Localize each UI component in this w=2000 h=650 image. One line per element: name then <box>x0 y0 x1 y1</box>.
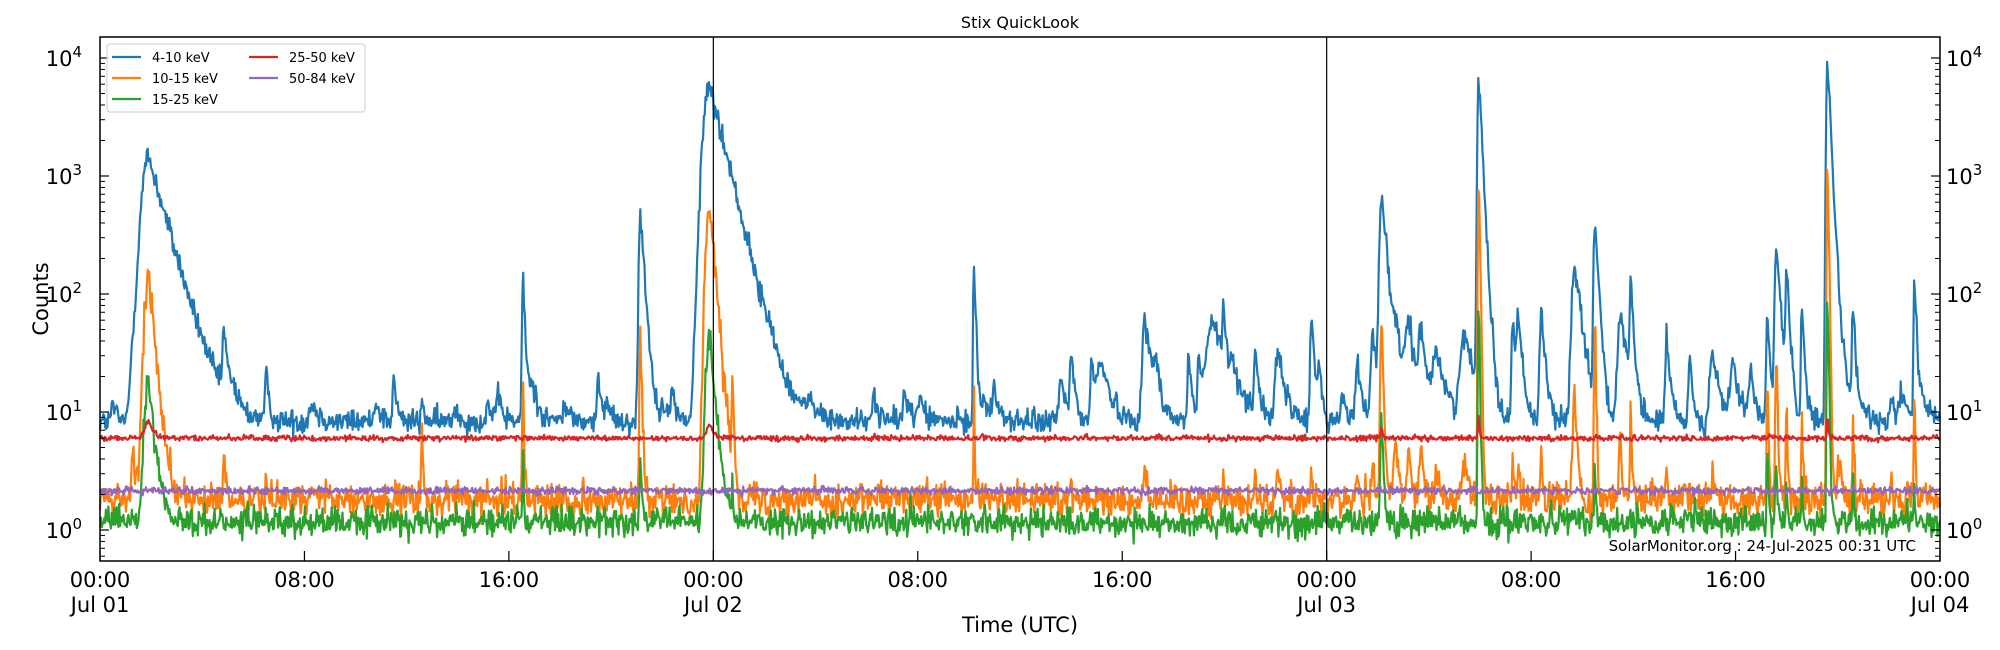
y-tick-label: 104 <box>1946 43 1982 71</box>
x-tick-label: 16:00 <box>479 568 540 592</box>
x-tick-label: 16:00 <box>1092 568 1153 592</box>
x-tick-label: 00:00 <box>1296 568 1357 592</box>
x-tick-date-label: Jul 03 <box>1295 593 1356 617</box>
x-tick-date-label: Jul 01 <box>69 593 130 617</box>
y-axis-label: Counts <box>29 262 53 335</box>
day-boundary-lines <box>712 37 1328 561</box>
y-tick-label: 104 <box>46 43 82 71</box>
legend-label: 50-84 keV <box>289 72 355 87</box>
y-tick-label: 101 <box>1946 397 1982 425</box>
y-tick-label: 102 <box>1946 279 1982 307</box>
legend-box <box>106 43 366 113</box>
x-tick-date-label: Jul 02 <box>682 593 743 617</box>
y-tick-label: 103 <box>46 161 82 189</box>
plot-series <box>98 60 1942 545</box>
legend-item: 50-84 keV <box>249 72 355 87</box>
x-tick-label: 00:00 <box>1910 568 1971 592</box>
legend-label: 10-15 keV <box>152 72 218 87</box>
y-axis-right: 100 101 102 103 104 <box>1931 43 1982 557</box>
legend-item: 25-50 keV <box>249 51 355 66</box>
y-tick-label: 100 <box>1946 515 1982 543</box>
x-tick-label: 16:00 <box>1705 568 1766 592</box>
legend-label: 4-10 keV <box>152 51 210 66</box>
y-axis-left: 100 101 102 103 104 <box>46 43 109 557</box>
legend-label: 25-50 keV <box>289 51 355 66</box>
legend: 4-10 keV 10-15 keV 15-25 keV 25-50 keV 50-84… <box>106 43 366 113</box>
series-line-15-25-kev <box>98 301 1942 545</box>
x-tick-label: 00:00 <box>70 568 131 592</box>
legend-label: 15-25 keV <box>152 93 218 108</box>
plot-frame <box>99 36 1941 562</box>
legend-item: 10-15 keV <box>112 72 218 87</box>
series-line-25-50-kev <box>98 414 1941 444</box>
y-tick-label: 101 <box>46 397 82 425</box>
x-axis-label: Time (UTC) <box>961 613 1078 637</box>
chart-title: Stix QuickLook <box>961 13 1080 32</box>
x-tick-label: 08:00 <box>274 568 335 592</box>
x-tick-date-label: Jul 04 <box>1909 593 1970 617</box>
x-tick-label: 08:00 <box>1501 568 1562 592</box>
legend-item: 15-25 keV <box>112 93 218 108</box>
y-tick-label: 100 <box>46 515 82 543</box>
series-line-50-84-kev <box>98 484 1942 498</box>
y-tick-label: 103 <box>1946 161 1982 189</box>
legend-item: 4-10 keV <box>112 51 210 66</box>
series-line-4-10-kev <box>98 60 1942 440</box>
x-tick-label: 08:00 <box>888 568 949 592</box>
series-line-10-15-kev <box>98 168 1942 526</box>
source-annotation: SolarMonitor.org : 24-Jul-2025 00:31 UTC <box>1609 537 1916 555</box>
y-tick-label: 102 <box>46 279 82 307</box>
x-tick-label: 00:00 <box>683 568 744 592</box>
